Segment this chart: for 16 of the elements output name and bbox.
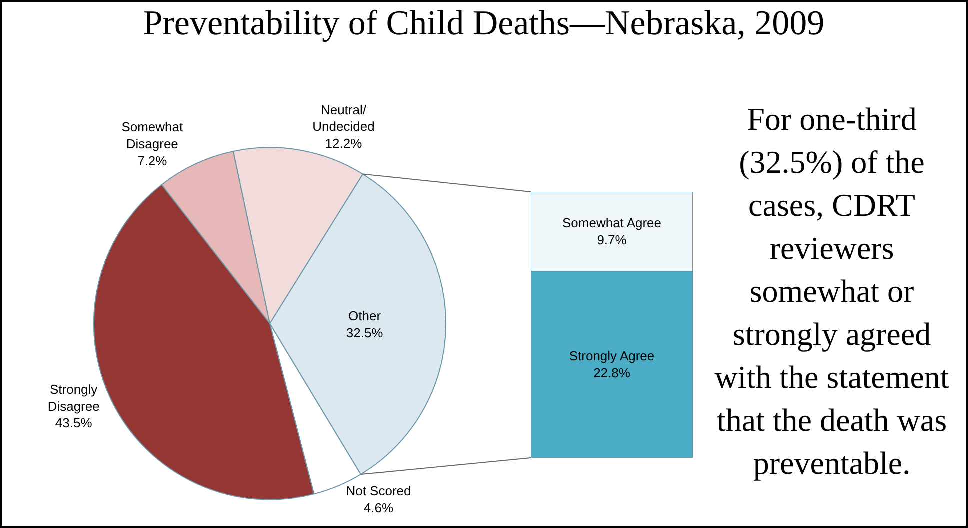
slice-label: Other	[348, 308, 382, 324]
data-label: 22.8%	[594, 366, 631, 381]
series-label: Somewhat Agree	[562, 216, 662, 231]
slice-label: Not Scored	[346, 484, 412, 499]
series-label: Strongly Agree	[569, 348, 655, 364]
slice-label: Neutral/Undecided	[312, 102, 375, 134]
data-label: 32.5%	[346, 325, 384, 340]
data-label: 7.2%	[138, 153, 168, 168]
data-label: 9.7%	[597, 232, 628, 248]
slice-label: Strongly Disagree	[48, 382, 100, 414]
data-label: 43.5%	[55, 416, 93, 431]
data-label: 12.2%	[325, 136, 363, 152]
chart-title: Preventability of Child Deaths—Nebraska, 2009	[143, 3, 825, 42]
data-label: 4.6%	[364, 500, 394, 516]
text: For one-third (32.5%) of the cases, CDRT reviewers somewhat or strongly agreed with the statement that the death was preventable.	[714, 101, 950, 481]
slice-label: Somewhat Disagree	[122, 120, 184, 152]
